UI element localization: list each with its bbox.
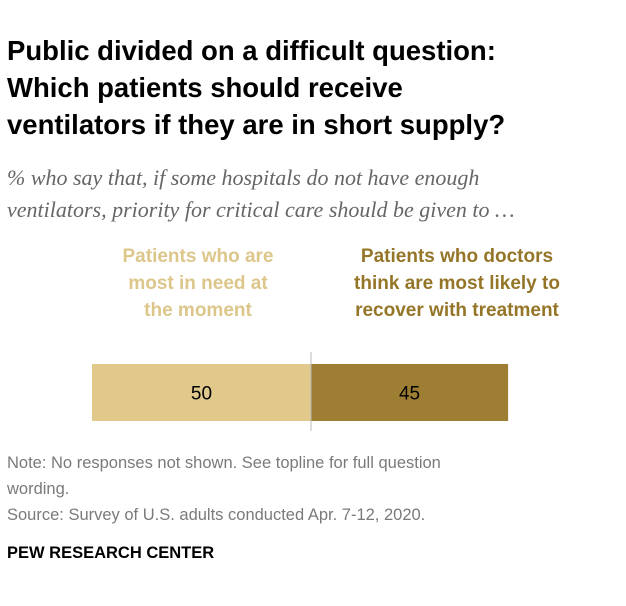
chart-title: Public divided on a difficult question: … [7,35,506,140]
chart-note-source: Note: No responses not shown. See toplin… [7,454,441,524]
series-label-most-in-need: Patients who are most in need at the mom… [122,246,274,321]
chart-subtitle: % who say that, if some hospitals do not… [7,165,515,222]
bar-segment-most-in-need [92,364,311,421]
pew-research-center-logo: PEW RESEARCH CENTER [7,544,215,562]
value-label-likely-to-recover: 45 [399,384,420,405]
stacked-bar-chart: 50 45 [92,352,509,431]
value-label-most-in-need: 50 [191,384,212,405]
bar-segment-likely-to-recover [311,364,509,421]
series-label-likely-to-recover: Patients who doctors think are most like… [354,246,560,321]
